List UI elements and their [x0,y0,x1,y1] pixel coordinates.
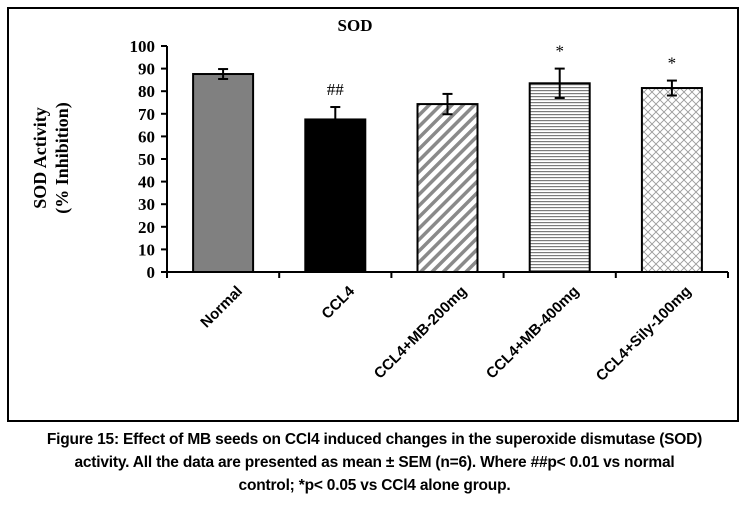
bar-ccl4 [304,118,367,273]
significance-annotation: ## [327,80,345,99]
caption-line-2: activity. All the data are presented as … [74,454,675,471]
figure-caption: Figure 15: Effect of MB seeds on CCl4 in… [0,428,749,497]
bar-ccl4-mb-200mg [416,103,479,273]
bar-normal [192,73,255,273]
y-tick-label: 70 [138,105,155,124]
axes [161,46,729,278]
caption-line-1: Figure 15: Effect of MB seeds on CCl4 in… [46,431,703,448]
y-tick-label: 40 [138,173,155,192]
x-tick-label: Normal [197,283,246,332]
y-tick-label: 50 [138,150,155,169]
bars: ## * * [192,42,703,274]
y-tick-label: 0 [147,263,156,282]
x-tick-label: CCL4+MB-200mg [371,283,471,383]
caption-line-3: control; *p< 0.05 vs CCl4 alone group. [238,477,511,494]
y-axis-label-line1: SOD Activity [30,107,50,209]
y-tick-label: 60 [138,127,155,146]
y-axis-ticks: 0 10 20 30 40 50 60 70 80 90 100 [130,37,167,282]
x-tick-label: CCL4 [318,282,358,322]
significance-annotation: * [555,42,564,61]
significance-annotation: * [668,54,677,73]
x-tick-label: CCL4+Sily-100mg [593,283,695,385]
chart-title: SOD [338,16,373,35]
y-tick-label: 20 [138,218,155,237]
y-tick-label: 80 [138,82,155,101]
bar-ccl4-mb-400mg [528,82,591,274]
x-tick-label: CCL4+MB-400mg [483,283,583,383]
y-axis-label-line2: (% Inhibition) [52,102,73,214]
y-tick-label: 90 [138,60,155,79]
y-tick-label: 10 [138,240,155,259]
chart-frame [7,7,739,422]
y-tick-label: 30 [138,195,155,214]
y-tick-label: 100 [130,37,156,56]
bar-ccl4-sily-100mg [640,87,703,274]
x-axis-tick-labels: Normal CCL4 CCL4+MB-200mg CCL4+MB-400mg CCL4… [197,282,694,384]
y-axis-label: SOD Activity (% Inhibition) [30,102,73,214]
